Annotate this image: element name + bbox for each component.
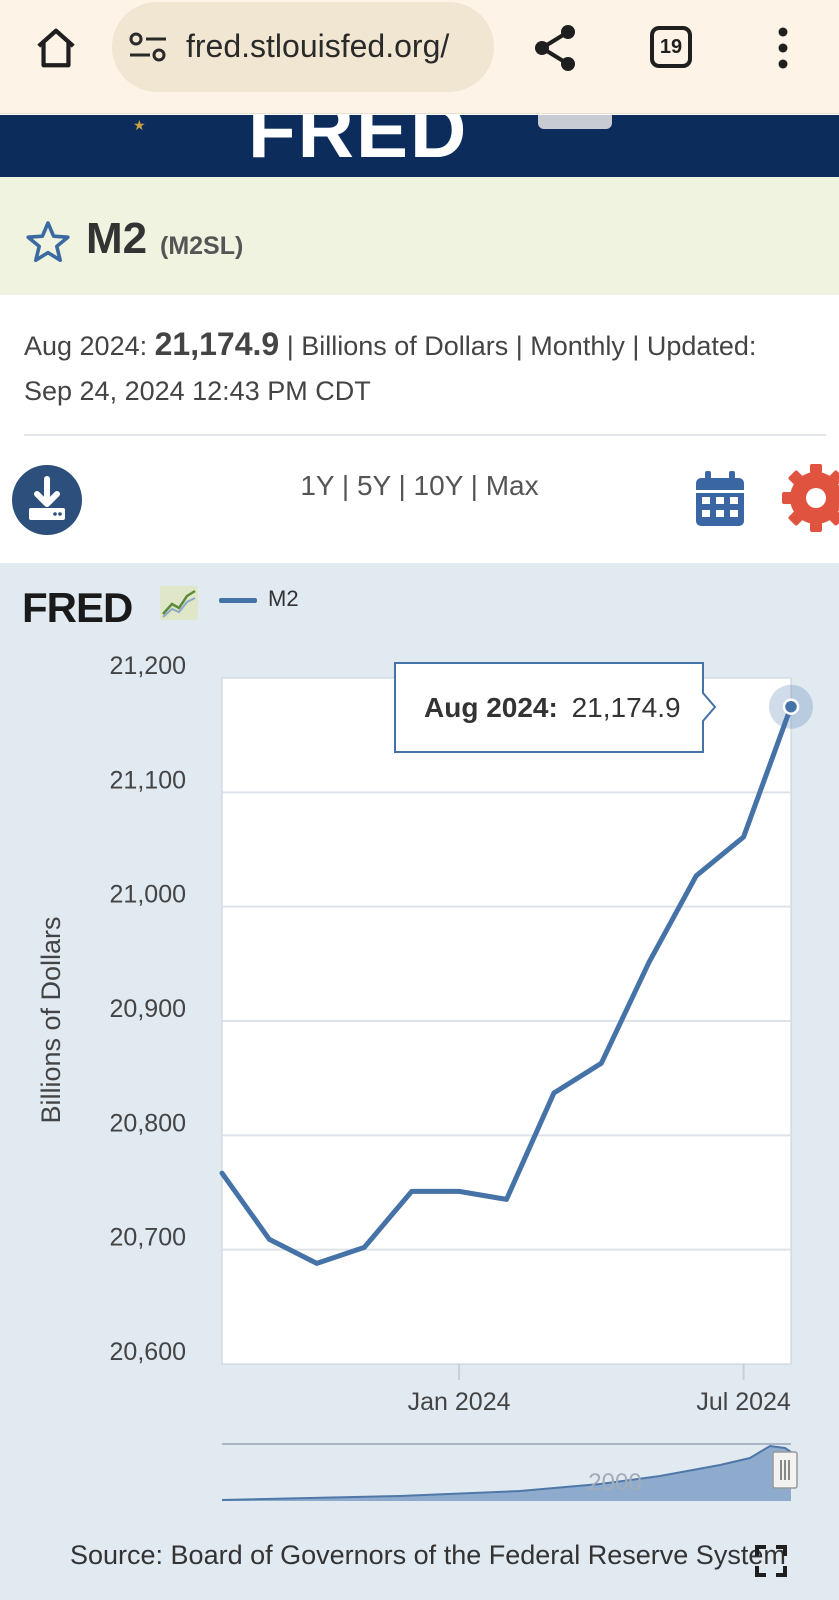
date-range-selector: 1Y | 5Y | 10Y | Max [0,470,839,502]
range-separator: | [390,470,414,501]
download-icon [29,476,65,520]
latest-date: Aug 2024: [24,331,148,361]
data-point[interactable] [551,1090,557,1096]
data-point[interactable] [409,1188,415,1194]
legend-series-label[interactable]: M2 [268,586,299,611]
site-logo-mark: ★ [133,117,146,133]
series-title-band [0,177,839,295]
latest-value: 21,174.9 [154,326,280,362]
data-point[interactable] [782,698,800,715]
series-line-m2[interactable] [219,704,794,1266]
data-point[interactable] [741,834,747,840]
y-tick-label: 21,100 [110,766,186,794]
data-point[interactable] [646,960,652,966]
tooltip-value: 21,174.9 [572,692,681,723]
series-meta: Aug 2024: 21,174.9 | Billions of Dollars… [24,322,824,414]
series-title: M2 [86,214,148,263]
site-header: FRED ★ [0,115,839,177]
legend-swatch [219,598,257,603]
tooltip-date: Aug 2024: [424,692,558,723]
x-tick-label: Jan 2024 [408,1388,511,1416]
data-point[interactable] [219,1170,225,1176]
divider [24,434,826,436]
y-tick-label: 20,900 [110,995,186,1023]
data-point[interactable] [456,1188,462,1194]
site-logo-badge [538,115,612,129]
updated-timestamp: Sep 24, 2024 12:43 PM CDT [24,376,371,406]
y-tick-label: 20,700 [110,1224,186,1252]
y-tick-label: 21,000 [110,881,186,909]
x-tick-label: Jul 2024 [696,1388,791,1416]
range-separator: | [334,470,357,501]
range-navigator[interactable]: 2000 [221,1443,798,1501]
download-button[interactable] [12,465,82,535]
chart-source: Source: Board of Governors of the Federa… [70,1540,786,1570]
range-10y-link[interactable]: 10Y [413,470,463,501]
data-point[interactable] [361,1244,367,1250]
y-axis-label: Billions of Dollars [36,916,66,1123]
data-point[interactable] [314,1260,320,1266]
home-icon [37,28,75,68]
share-icon[interactable] [530,22,580,74]
gear-icon[interactable] [780,462,839,534]
navigator-line [221,1444,792,1501]
y-tick-label: 20,600 [110,1338,186,1366]
tune-icon[interactable] [128,30,168,64]
site-logo[interactable]: FRED [248,115,469,174]
data-point[interactable] [504,1196,510,1202]
navigator-year-label: 2000 [588,1469,641,1496]
data-point[interactable] [598,1060,604,1066]
range-5y-link[interactable]: 5Y [356,470,391,501]
tooltip: Aug 2024: 21,174.9 [394,662,717,753]
range-separator: | [462,470,486,501]
calendar-icon[interactable] [694,470,746,528]
series-id: (M2SL) [160,232,244,260]
y-tick-label: 21,200 [110,652,186,680]
y-tick-label: 20,800 [110,1109,186,1137]
fullscreen-icon[interactable] [754,1544,788,1578]
address-bar[interactable]: fred.stlouisfed.org/ [112,2,494,92]
url-text[interactable]: fred.stlouisfed.org/ [186,28,450,64]
trend-logo-icon [160,586,198,620]
range-max-link[interactable]: Max [485,470,539,501]
data-point[interactable] [693,873,699,879]
svg-text:Aug 2024: 21,174.9: Aug 2024: 21,174.9 [424,692,681,723]
series-units-frequency: | Billions of Dollars | Monthly | Update… [279,331,757,361]
data-point[interactable] [266,1236,272,1242]
navigator-area [222,1446,791,1501]
fred-chart-logo: FRED [22,584,133,631]
tab-switcher-button[interactable]: 19 [650,26,692,68]
range-1y-link[interactable]: 1Y [300,470,335,501]
more-vert-icon[interactable] [766,24,800,72]
home-button[interactable] [26,20,86,76]
star-icon[interactable] [24,218,72,266]
browser-toolbar: fred.stlouisfed.org/ 19 [0,0,839,114]
